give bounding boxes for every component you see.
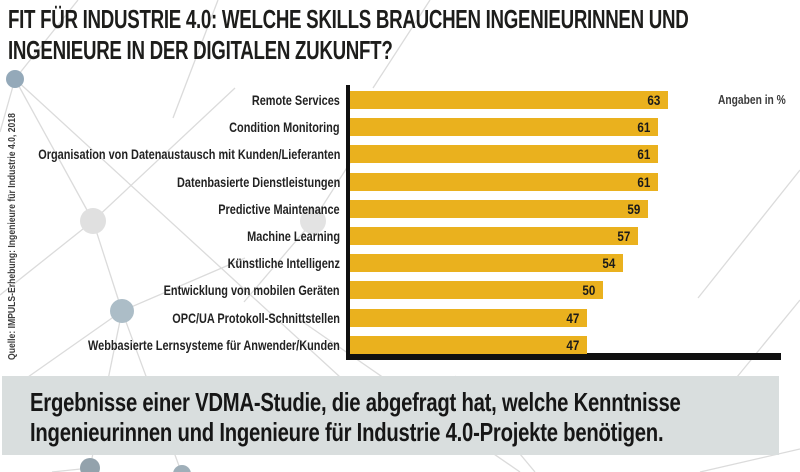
category-label: Remote Services — [251, 92, 340, 108]
bar: 61 — [350, 173, 658, 191]
bar: 63 — [350, 91, 668, 109]
category-label: Organisation von Datenaustausch mit Kund… — [37, 146, 340, 162]
category-label: Entwicklung von mobilen Geräten — [164, 282, 340, 298]
bar-row: Webbasierte Lernsysteme für Anwender/Kun… — [0, 336, 800, 354]
x-axis-line — [346, 353, 781, 360]
bar-row: Organisation von Datenaustausch mit Kund… — [0, 145, 800, 163]
bar-row: OPC/UA Protokoll-Schnittstellen 47 — [0, 309, 800, 327]
bar-value-label: 54 — [602, 255, 616, 271]
page-title-line-2: INGENIEURE IN DER DIGITALEN ZUKUNFT? — [8, 35, 393, 65]
page-title-line-1: FIT FÜR INDUSTRIE 4.0: WELCHE SKILLS BRA… — [8, 4, 689, 34]
caption-line-2: Ingenieurinnen und Ingenieure für Indust… — [30, 417, 664, 447]
bar-value-label: 59 — [627, 201, 641, 217]
page-title: FIT FÜR INDUSTRIE 4.0: WELCHE SKILLS BRA… — [8, 4, 800, 66]
unit-note: Angaben in % — [718, 93, 786, 107]
bar-row: Künstliche Intelligenz 54 — [0, 254, 800, 272]
source-note: Quelle: IMPULS-Erhebung: Ingenieure für … — [6, 113, 18, 360]
caption-line-1: Ergebnisse einer VDMA-Studie, die abgefr… — [30, 387, 681, 417]
network-node — [110, 299, 134, 323]
bar: 47 — [350, 309, 587, 327]
network-node — [80, 458, 100, 472]
bar-row: Condition Monitoring 61 — [0, 118, 800, 136]
network-node — [300, 208, 326, 234]
category-label: Predictive Maintenance — [218, 201, 340, 217]
category-label: Condition Monitoring — [229, 119, 340, 135]
y-axis-line — [346, 85, 350, 360]
bar: 59 — [350, 200, 648, 218]
bar-value-label: 61 — [637, 146, 651, 162]
bar: 61 — [350, 145, 658, 163]
network-node — [6, 70, 24, 88]
bar-value-label: 63 — [647, 92, 661, 108]
bar: 61 — [350, 118, 658, 136]
category-label: Webbasierte Lernsysteme für Anwender/Kun… — [88, 337, 340, 353]
bar: 54 — [350, 254, 623, 272]
bar-row: Entwicklung von mobilen Geräten 50 — [0, 281, 800, 299]
bar-value-label: 47 — [566, 310, 580, 326]
category-label: Datenbasierte Dienstleistungen — [176, 174, 340, 190]
bar-value-label: 50 — [582, 282, 596, 298]
bar-value-label: 57 — [617, 228, 631, 244]
bar-row: Machine Learning 57 — [0, 227, 800, 245]
bar: 57 — [350, 227, 638, 245]
bar-row: Predictive Maintenance 59 — [0, 200, 800, 218]
bar-value-label: 47 — [566, 337, 580, 353]
bar-row: Remote Services 63 — [0, 91, 800, 109]
caption-box: Ergebnisse einer VDMA-Studie, die abgefr… — [2, 376, 779, 455]
bar: 47 — [350, 336, 587, 354]
bar-row: Datenbasierte Dienstleistungen 61 — [0, 173, 800, 191]
network-node — [173, 465, 191, 472]
category-label: Künstliche Intelligenz — [227, 255, 340, 271]
bar: 50 — [350, 281, 603, 299]
category-label: OPC/UA Protokoll-Schnittstellen — [172, 310, 340, 326]
network-node — [80, 208, 106, 234]
bar-value-label: 61 — [637, 174, 651, 190]
bar-value-label: 61 — [637, 119, 651, 135]
category-label: Machine Learning — [247, 228, 340, 244]
